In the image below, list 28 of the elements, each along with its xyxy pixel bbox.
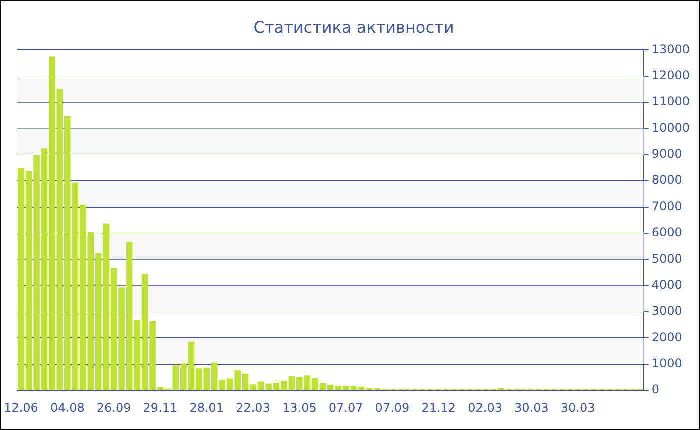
y-tick-label: 7000 [652, 199, 682, 214]
x-tick-label: 07.07 [328, 400, 364, 415]
x-tick-label: 12.06 [4, 400, 38, 415]
x-tick-label: 29.11 [143, 400, 178, 415]
y-tick-label: 2000 [652, 330, 682, 344]
y-tick-label: 5000 [652, 252, 682, 266]
y-tick-label: 10000 [652, 120, 690, 135]
x-tick-label: 26.09 [96, 400, 132, 415]
y-tick-label: 12000 [652, 68, 690, 83]
y-tick-label: 8000 [652, 173, 682, 188]
x-tick-label: 02.03 [468, 400, 502, 415]
y-tick-label: 6000 [652, 226, 682, 240]
x-tick-label: 22.03 [236, 400, 270, 415]
chart-title: Статистика активности [254, 18, 454, 37]
x-tick-label: 13.05 [282, 400, 317, 415]
y-tick-label: 13000 [652, 42, 690, 56]
y-tick-label: 1000 [652, 356, 682, 371]
x-tick-label: 21.12 [422, 400, 456, 415]
x-tick-label: 28.01 [190, 400, 224, 415]
y-tick-label: 11000 [652, 94, 690, 109]
x-tick-label: 30.03 [514, 400, 549, 415]
x-tick-label: 04.08 [50, 400, 85, 415]
y-tick-label: 0 [652, 382, 660, 397]
y-tick-label: 4000 [652, 278, 682, 292]
y-tick-label: 3000 [652, 304, 682, 318]
x-tick-label: 07.09 [375, 400, 410, 415]
y-tick-label: 9000 [652, 147, 682, 162]
x-tick-label: 30.03 [560, 400, 596, 415]
